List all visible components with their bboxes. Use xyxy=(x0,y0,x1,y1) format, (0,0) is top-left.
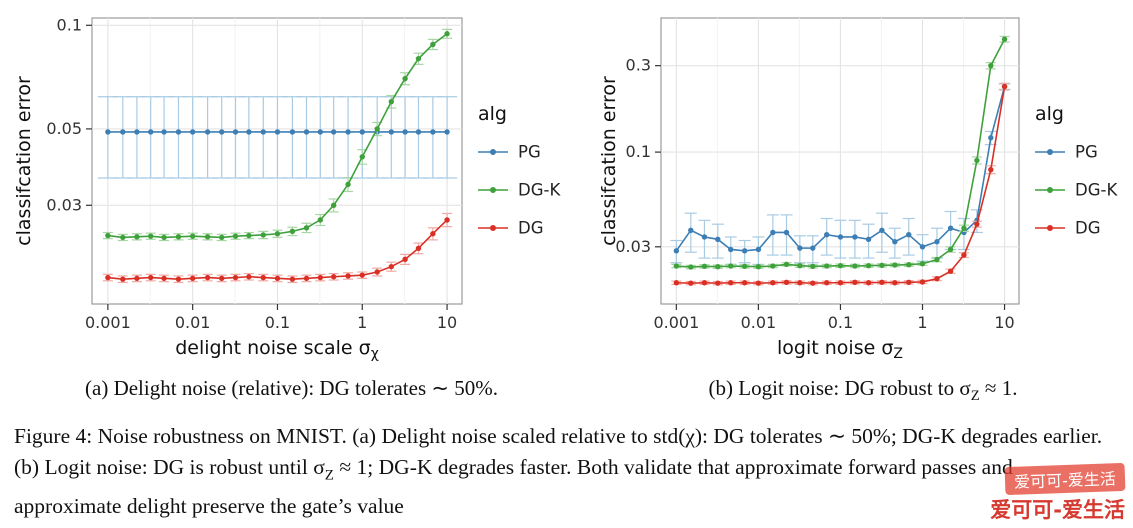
legend-label: DG-K xyxy=(1075,181,1118,200)
series-DG-K xyxy=(671,35,1010,270)
subcaption-b: (b) Logit noise: DG robust to σZ ≈ 1. xyxy=(708,376,1018,405)
x-tick-label: 0.001 xyxy=(85,313,131,332)
series-DG xyxy=(102,212,453,284)
x-tick-label: 0.01 xyxy=(741,313,777,332)
legend-label: DG xyxy=(518,219,544,238)
axes: 0.001 0.01 0.1 1 10 0.3 0.1 0.03 logit noise σZ c… xyxy=(599,56,1015,362)
x-tick-label: 1 xyxy=(917,313,927,332)
axes: 0.001 0.01 0.1 1 10 0.1 0.05 0.03 delight noise … xyxy=(14,15,457,362)
subcaptions-row: (a) Delight noise (relative): DG tolerat… xyxy=(0,376,1133,405)
x-tick-label: 0.1 xyxy=(828,313,853,332)
series-DG xyxy=(671,82,1010,286)
charts-row: 0.001 0.01 0.1 1 10 0.1 0.05 0.03 delight noise … xyxy=(14,15,1118,362)
legend-label: PG xyxy=(518,143,541,162)
legend-title: alg xyxy=(478,103,507,125)
y-tick-label: 0.05 xyxy=(46,119,82,138)
x-tick-label: 0.01 xyxy=(175,313,211,332)
x-tick-label: 10 xyxy=(994,313,1014,332)
legend-label: DG-K xyxy=(518,181,561,200)
y-axis-label: classifcation error xyxy=(14,76,35,246)
y-tick-label: 0.1 xyxy=(57,15,82,34)
y-tick-label: 0.1 xyxy=(626,142,651,161)
x-tick-label: 1 xyxy=(357,313,367,332)
legend: alg PG DG-K DG xyxy=(1035,103,1118,238)
series-PG xyxy=(670,83,1011,265)
legend: alg PG DG-K DG xyxy=(478,103,561,238)
y-tick-label: 0.03 xyxy=(46,195,82,214)
x-tick-label: 10 xyxy=(437,313,457,332)
x-tick-label: 0.1 xyxy=(265,313,290,332)
y-tick-label: 0.03 xyxy=(615,237,651,256)
subcaption-a: (a) Delight noise (relative): DG tolerat… xyxy=(85,376,498,400)
y-tick-label: 0.3 xyxy=(626,56,651,75)
x-tick-label: 0.001 xyxy=(653,313,699,332)
series-DG-K xyxy=(102,28,453,242)
legend-label: DG xyxy=(1075,219,1101,238)
y-axis-label: classifcation error xyxy=(599,76,620,246)
chart-logit-noise: 0.001 0.01 0.1 1 10 0.3 0.1 0.03 logit noise σZ c… xyxy=(599,17,1118,362)
chart-delight-noise: 0.001 0.01 0.1 1 10 0.1 0.05 0.03 delight noise … xyxy=(14,15,561,362)
legend-label: PG xyxy=(1075,143,1098,162)
x-axis-label: logit noise σZ xyxy=(777,337,903,362)
series-PG xyxy=(97,96,458,179)
figure-caption: Figure 4: Noise robustness on MNIST. (a)… xyxy=(14,424,1103,519)
x-axis-label: delight noise scale σχ xyxy=(175,337,379,362)
legend-title: alg xyxy=(1035,103,1064,125)
